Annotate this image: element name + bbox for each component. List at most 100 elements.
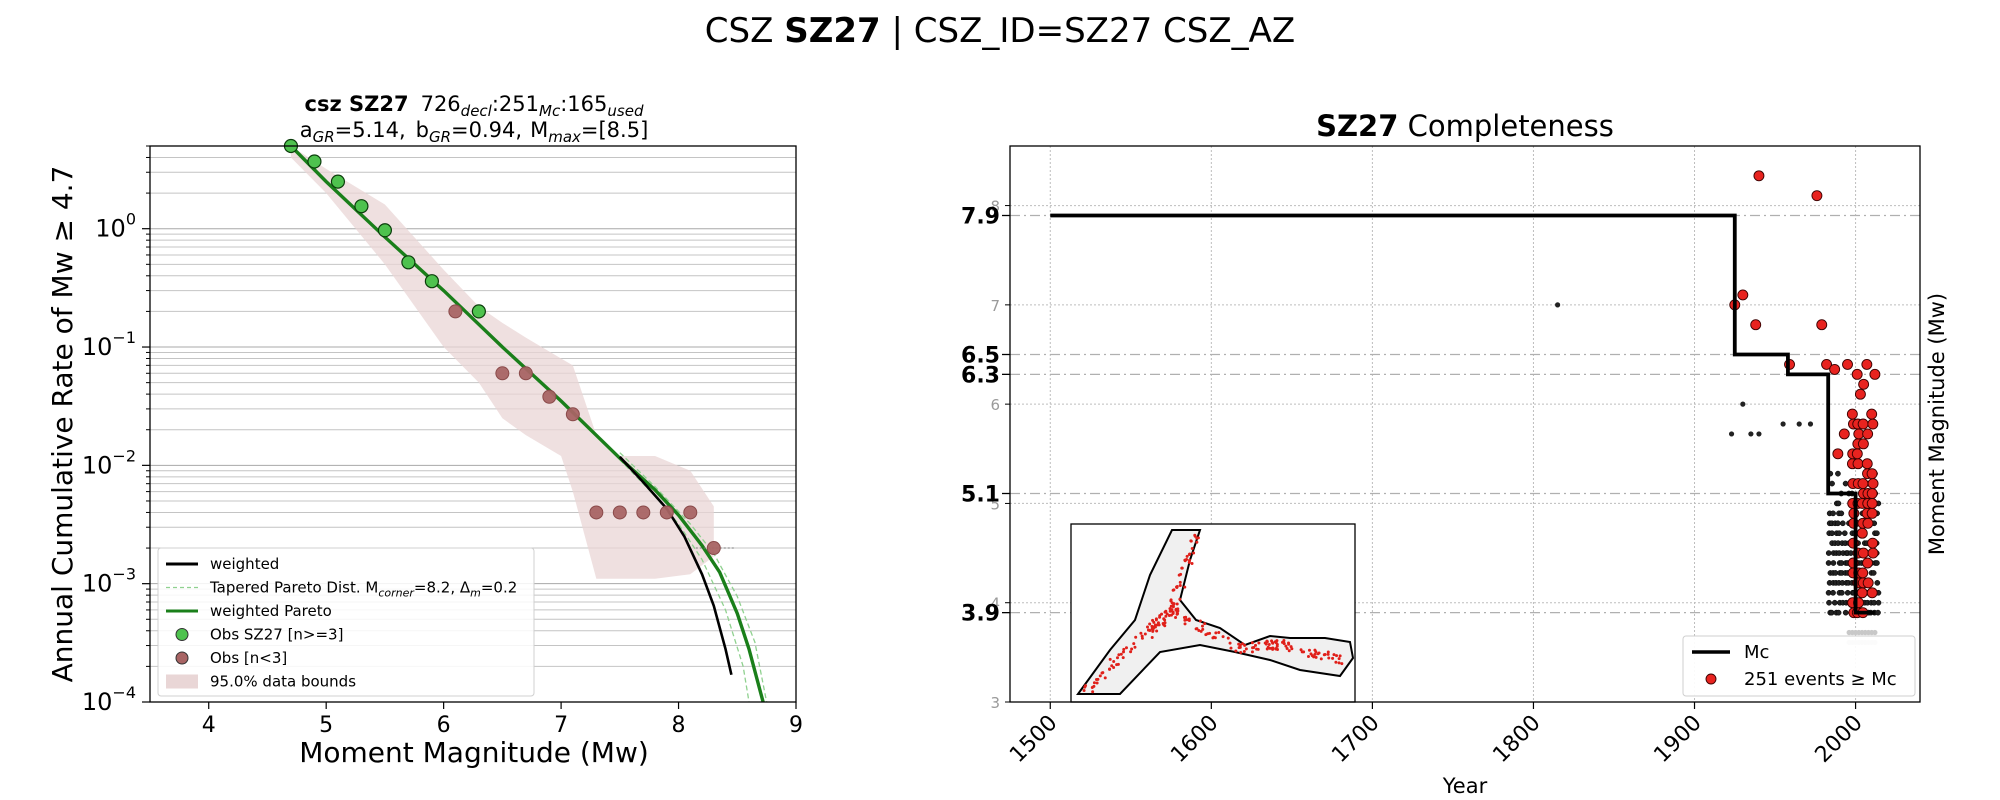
inset-event-dot xyxy=(1199,629,1203,633)
event-above-mc-point xyxy=(1857,418,1869,430)
inset-event-dot xyxy=(1130,647,1134,651)
inset-event-dot xyxy=(1282,638,1286,642)
event-above-mc-point xyxy=(1816,319,1828,331)
inset-event-dot xyxy=(1139,631,1143,635)
event-above-mc-point xyxy=(1867,537,1879,549)
y-tick-label: 10−4 xyxy=(82,683,136,716)
inset-event-dot xyxy=(1337,661,1341,665)
inset-event-dot xyxy=(1171,610,1175,614)
inset-event-dot xyxy=(1239,650,1243,654)
inset-event-dot xyxy=(1153,625,1157,629)
inset-event-dot xyxy=(1133,645,1137,649)
inset-event-dot xyxy=(1331,656,1335,660)
inset-event-dot xyxy=(1112,659,1116,663)
inset-event-dot xyxy=(1121,656,1125,660)
obs-low-count-point xyxy=(495,366,510,381)
inset-event-dot xyxy=(1143,632,1147,636)
small-event-point xyxy=(1872,629,1878,636)
event-above-mc-point xyxy=(1866,488,1878,499)
inset-event-dot xyxy=(1187,618,1191,622)
y-minor-tick-label: 4 xyxy=(990,595,1000,613)
inset-event-dot xyxy=(1167,614,1171,618)
event-above-mc-point xyxy=(1866,587,1878,599)
event-above-mc-point xyxy=(1869,368,1881,380)
inset-event-dot xyxy=(1275,648,1279,652)
event-above-mc-point xyxy=(1821,358,1833,370)
inset-event-dot xyxy=(1195,540,1199,544)
zone-outline xyxy=(1076,529,1355,695)
inset-event-dot xyxy=(1312,655,1316,659)
event-above-mc-point xyxy=(1832,448,1844,460)
inset-event-dot xyxy=(1285,647,1289,651)
event-below-mc-point xyxy=(1756,431,1762,437)
inset-event-dot xyxy=(1265,640,1269,644)
inset-event-dot xyxy=(1326,652,1330,656)
small-event-point xyxy=(1830,589,1836,596)
inset-event-dot xyxy=(1267,642,1271,646)
obs-low-count-point xyxy=(683,505,698,520)
event-above-mc-point xyxy=(1867,418,1879,430)
event-above-mc-point xyxy=(1852,458,1864,470)
legend-label: Tapered Pareto Dist. Mcorner=8.2, Δm=0.2 xyxy=(209,579,517,600)
x-tick-label: 1500 xyxy=(1005,711,1062,768)
small-event-point xyxy=(1828,609,1835,616)
inset-event-dot xyxy=(1188,552,1192,556)
inset-event-dot xyxy=(1183,622,1187,626)
x-tick-label: 2000 xyxy=(1811,711,1868,768)
event-above-mc-point xyxy=(1862,428,1874,440)
small-event-point xyxy=(1836,530,1843,537)
event-above-mc-point xyxy=(1857,547,1869,559)
x-tick-label: 8 xyxy=(672,713,686,738)
y-mc-tick-label: 6.3 xyxy=(961,363,1000,388)
event-below-mc-point xyxy=(1555,302,1561,308)
inset-event-dot xyxy=(1195,627,1199,631)
inset-event-dot xyxy=(1197,628,1201,632)
event-above-mc-point xyxy=(1862,517,1874,529)
inset-event-dot xyxy=(1090,686,1094,690)
inset-event-dot xyxy=(1092,681,1096,685)
y-minor-tick-label: 6 xyxy=(990,396,1000,414)
small-event-point xyxy=(1835,520,1841,527)
left-legend: weighted Tapered Pareto Dist. Mcorner=8.2… xyxy=(157,547,535,697)
x-tick-label: 1900 xyxy=(1649,711,1706,768)
inset-event-dot xyxy=(1338,654,1342,658)
inset-event-dot xyxy=(1178,597,1182,601)
x-tick-label: 6 xyxy=(437,713,451,738)
data-bounds-area xyxy=(290,146,714,579)
inset-event-dot xyxy=(1319,657,1323,661)
y-mc-tick-label: 3.9 xyxy=(961,602,1000,627)
left-title-line2: aGR=5.14, bGR=0.94, Mmax=[8.5] xyxy=(300,118,649,146)
legend-label: weighted Pareto xyxy=(210,602,332,620)
event-above-mc-point xyxy=(1854,388,1866,400)
inset-event-dot xyxy=(1185,554,1189,558)
inset-event-dot xyxy=(1152,620,1156,624)
event-above-mc-point xyxy=(1838,428,1850,440)
obs-point xyxy=(471,304,486,319)
obs-point xyxy=(377,223,393,238)
right-x-axis-label: Year xyxy=(1442,774,1488,798)
small-event-point xyxy=(1874,580,1881,586)
small-event-point xyxy=(1830,560,1837,566)
right-plot-frame xyxy=(1009,145,1921,703)
inset-event-dot xyxy=(1313,652,1317,656)
small-event-point xyxy=(1825,560,1832,566)
inset-event-dot xyxy=(1299,648,1303,652)
right-title: SZ27 Completeness xyxy=(1316,109,1614,143)
figure-title: CSZ SZ27 | CSZ_ID=SZ27 CSZ_AZ xyxy=(705,11,1295,51)
inset-event-dot xyxy=(1096,677,1100,681)
right-gridlines xyxy=(1010,146,1920,703)
event-above-mc-point xyxy=(1857,438,1869,450)
legend-label: Obs SZ27 [n>=3] xyxy=(210,626,343,644)
inset-event-dot xyxy=(1175,585,1179,589)
inset-event-dot xyxy=(1147,628,1151,632)
inset-event-dot xyxy=(1165,612,1169,616)
small-event-point xyxy=(1875,609,1881,616)
y-minor-tick-label: 3 xyxy=(990,694,1000,712)
small-event-point xyxy=(1835,470,1841,477)
small-event-point xyxy=(1839,589,1845,596)
inset-event-dot xyxy=(1208,631,1212,635)
inset-event-dot xyxy=(1095,681,1099,685)
small-event-point xyxy=(1831,599,1838,606)
y-minor-tick-label: 8 xyxy=(990,198,1000,216)
